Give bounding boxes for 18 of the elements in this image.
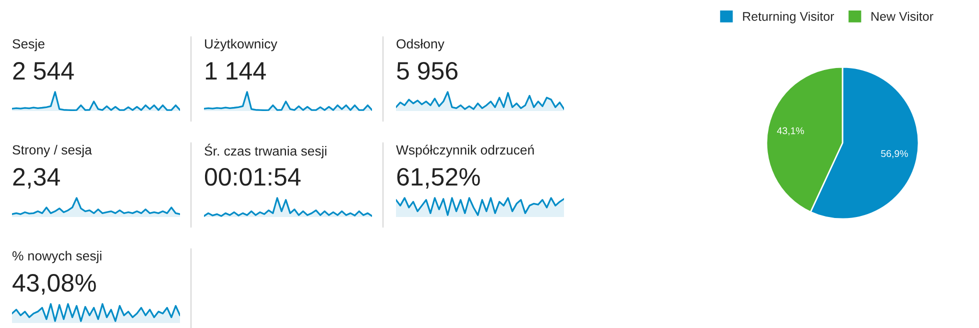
- chart-subtitle: 2,34: [13, 168, 60, 189]
- legend-label: New Visitor: [872, 12, 934, 21]
- chart-subtitle: 61,52%: [397, 168, 480, 189]
- chart-title: Odsłony: [396, 38, 444, 52]
- chart-subtitle: 1 144: [206, 62, 266, 80]
- chart-title: Śr. czas trwania sesji: [204, 144, 326, 158]
- chart-subtitle: 00:01:54: [204, 168, 301, 186]
- data-label: 56,9%: [881, 150, 908, 158]
- chart-subtitle: 43,08%: [12, 274, 96, 295]
- legend-label: Returning Visitor: [743, 12, 834, 24]
- chart-title: % nowych sesji: [12, 250, 102, 264]
- data-label: 43,1%: [776, 127, 804, 136]
- chart-subtitle: 5 956: [397, 62, 458, 80]
- chart-subtitle: 2 544: [13, 62, 74, 80]
- chart-title: Strony / sesja: [12, 144, 92, 158]
- chart-title: Współczynnik odrzuceń: [396, 144, 534, 158]
- chart-title: Sesje: [12, 38, 44, 52]
- chart-title: Użytkownicy: [205, 38, 278, 52]
